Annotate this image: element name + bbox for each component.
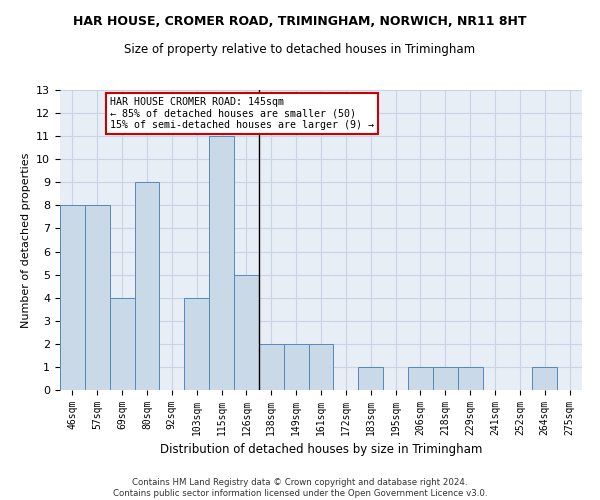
Bar: [284, 344, 308, 390]
Bar: [458, 367, 482, 390]
Bar: [184, 298, 209, 390]
Text: Contains HM Land Registry data © Crown copyright and database right 2024.
Contai: Contains HM Land Registry data © Crown c…: [113, 478, 487, 498]
Bar: [234, 274, 259, 390]
Bar: [408, 367, 433, 390]
Bar: [532, 367, 557, 390]
Bar: [433, 367, 458, 390]
Bar: [134, 182, 160, 390]
Bar: [209, 136, 234, 390]
Y-axis label: Number of detached properties: Number of detached properties: [20, 152, 31, 328]
Bar: [358, 367, 383, 390]
X-axis label: Distribution of detached houses by size in Trimingham: Distribution of detached houses by size …: [160, 444, 482, 456]
Text: Size of property relative to detached houses in Trimingham: Size of property relative to detached ho…: [124, 42, 476, 56]
Bar: [110, 298, 134, 390]
Bar: [308, 344, 334, 390]
Bar: [259, 344, 284, 390]
Text: HAR HOUSE, CROMER ROAD, TRIMINGHAM, NORWICH, NR11 8HT: HAR HOUSE, CROMER ROAD, TRIMINGHAM, NORW…: [73, 15, 527, 28]
Text: HAR HOUSE CROMER ROAD: 145sqm
← 85% of detached houses are smaller (50)
15% of s: HAR HOUSE CROMER ROAD: 145sqm ← 85% of d…: [110, 97, 374, 130]
Bar: [60, 206, 85, 390]
Bar: [85, 206, 110, 390]
